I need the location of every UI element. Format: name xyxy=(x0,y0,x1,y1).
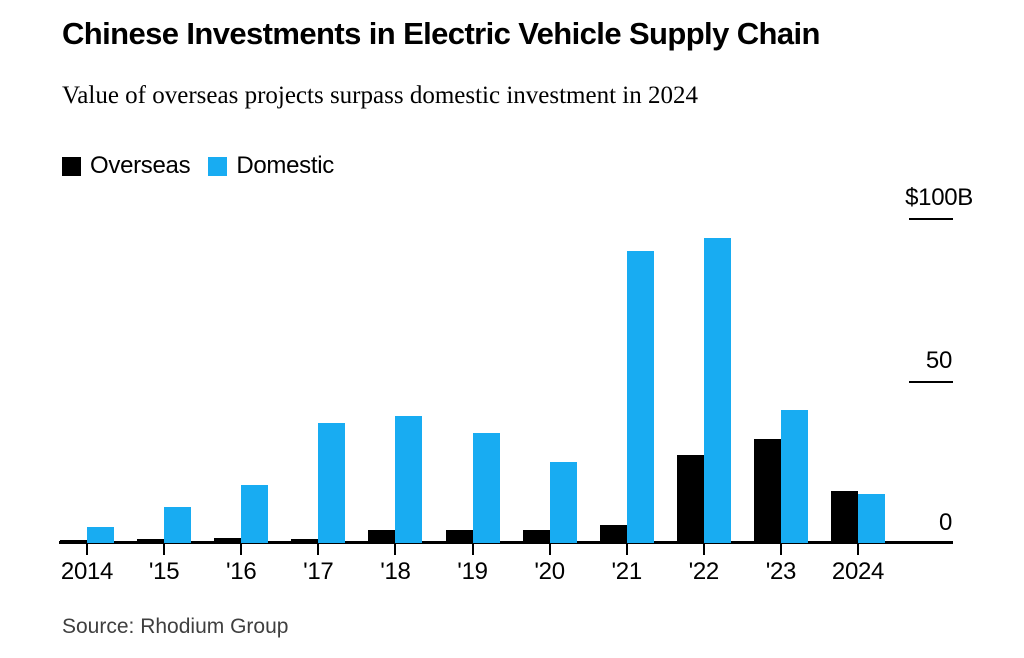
x-axis-line xyxy=(59,541,953,544)
x-label-23: '23 xyxy=(765,558,797,585)
bar-overseas-19 xyxy=(445,530,473,543)
bar-overseas-15 xyxy=(137,539,165,543)
x-label-19: '19 xyxy=(457,558,488,585)
x-tick-20 xyxy=(548,544,551,555)
legend-item-overseas: Overseas xyxy=(62,152,191,180)
y-rule-100 xyxy=(909,218,953,220)
chart-subtitle: Value of overseas projects surpass domes… xyxy=(62,82,698,109)
bar-domestic-19 xyxy=(472,432,500,543)
bar-overseas-20 xyxy=(522,530,550,543)
bar-overseas-22 xyxy=(676,455,704,543)
bar-overseas-23 xyxy=(753,439,781,543)
x-label-22: '22 xyxy=(688,558,720,585)
y-rule-50 xyxy=(909,381,953,383)
x-label-20: '20 xyxy=(534,558,565,585)
x-label-17: '17 xyxy=(303,558,334,585)
legend-item-domestic: Domestic xyxy=(208,152,334,180)
x-tick-2014 xyxy=(86,544,88,555)
y-label-100: $100B xyxy=(905,184,973,211)
x-label-2024: 2024 xyxy=(831,558,885,585)
x-label-21: '21 xyxy=(611,558,642,585)
bar-overseas-16 xyxy=(214,538,242,543)
domestic-swatch xyxy=(208,156,228,176)
x-label-18: '18 xyxy=(380,558,411,585)
y-label-50: 50 xyxy=(925,346,952,374)
x-label-16: '16 xyxy=(225,558,257,585)
bar-domestic-18 xyxy=(395,416,423,543)
x-tick-15 xyxy=(163,544,166,555)
x-tick-2024 xyxy=(857,544,859,555)
bar-overseas-17 xyxy=(291,538,319,543)
bar-domestic-21 xyxy=(626,250,654,543)
bar-domestic-15 xyxy=(164,507,192,543)
bar-domestic-17 xyxy=(318,422,346,543)
chart-title: Chinese Investments in Electric Vehicle … xyxy=(62,16,820,51)
source-note: Source: Rhodium Group xyxy=(62,615,289,638)
bar-domestic-16 xyxy=(241,485,269,543)
x-label-15: '15 xyxy=(148,558,180,585)
bar-overseas-18 xyxy=(368,530,396,543)
legend-label-domestic: Domestic xyxy=(236,152,334,179)
bar-domestic-22 xyxy=(703,237,731,543)
x-tick-22 xyxy=(702,544,705,555)
bar-domestic-2024 xyxy=(858,494,885,543)
x-tick-19 xyxy=(471,544,474,555)
x-tick-23 xyxy=(779,544,782,555)
x-tick-16 xyxy=(240,544,243,555)
bar-overseas-2014 xyxy=(60,540,87,543)
x-tick-18 xyxy=(394,544,397,555)
bar-domestic-23 xyxy=(780,409,808,543)
bar-overseas-21 xyxy=(599,525,627,543)
overseas-swatch xyxy=(62,156,81,176)
bar-domestic-20 xyxy=(549,461,577,543)
bar-domestic-2014 xyxy=(87,527,114,543)
chart-legend: Overseas Domestic xyxy=(62,152,352,180)
bar-overseas-2024 xyxy=(831,491,858,543)
x-tick-21 xyxy=(625,544,628,555)
x-label-2014: 2014 xyxy=(60,558,114,585)
legend-label-overseas: Overseas xyxy=(90,152,191,179)
x-tick-17 xyxy=(317,544,320,555)
y-label-0: 0 xyxy=(938,509,952,536)
